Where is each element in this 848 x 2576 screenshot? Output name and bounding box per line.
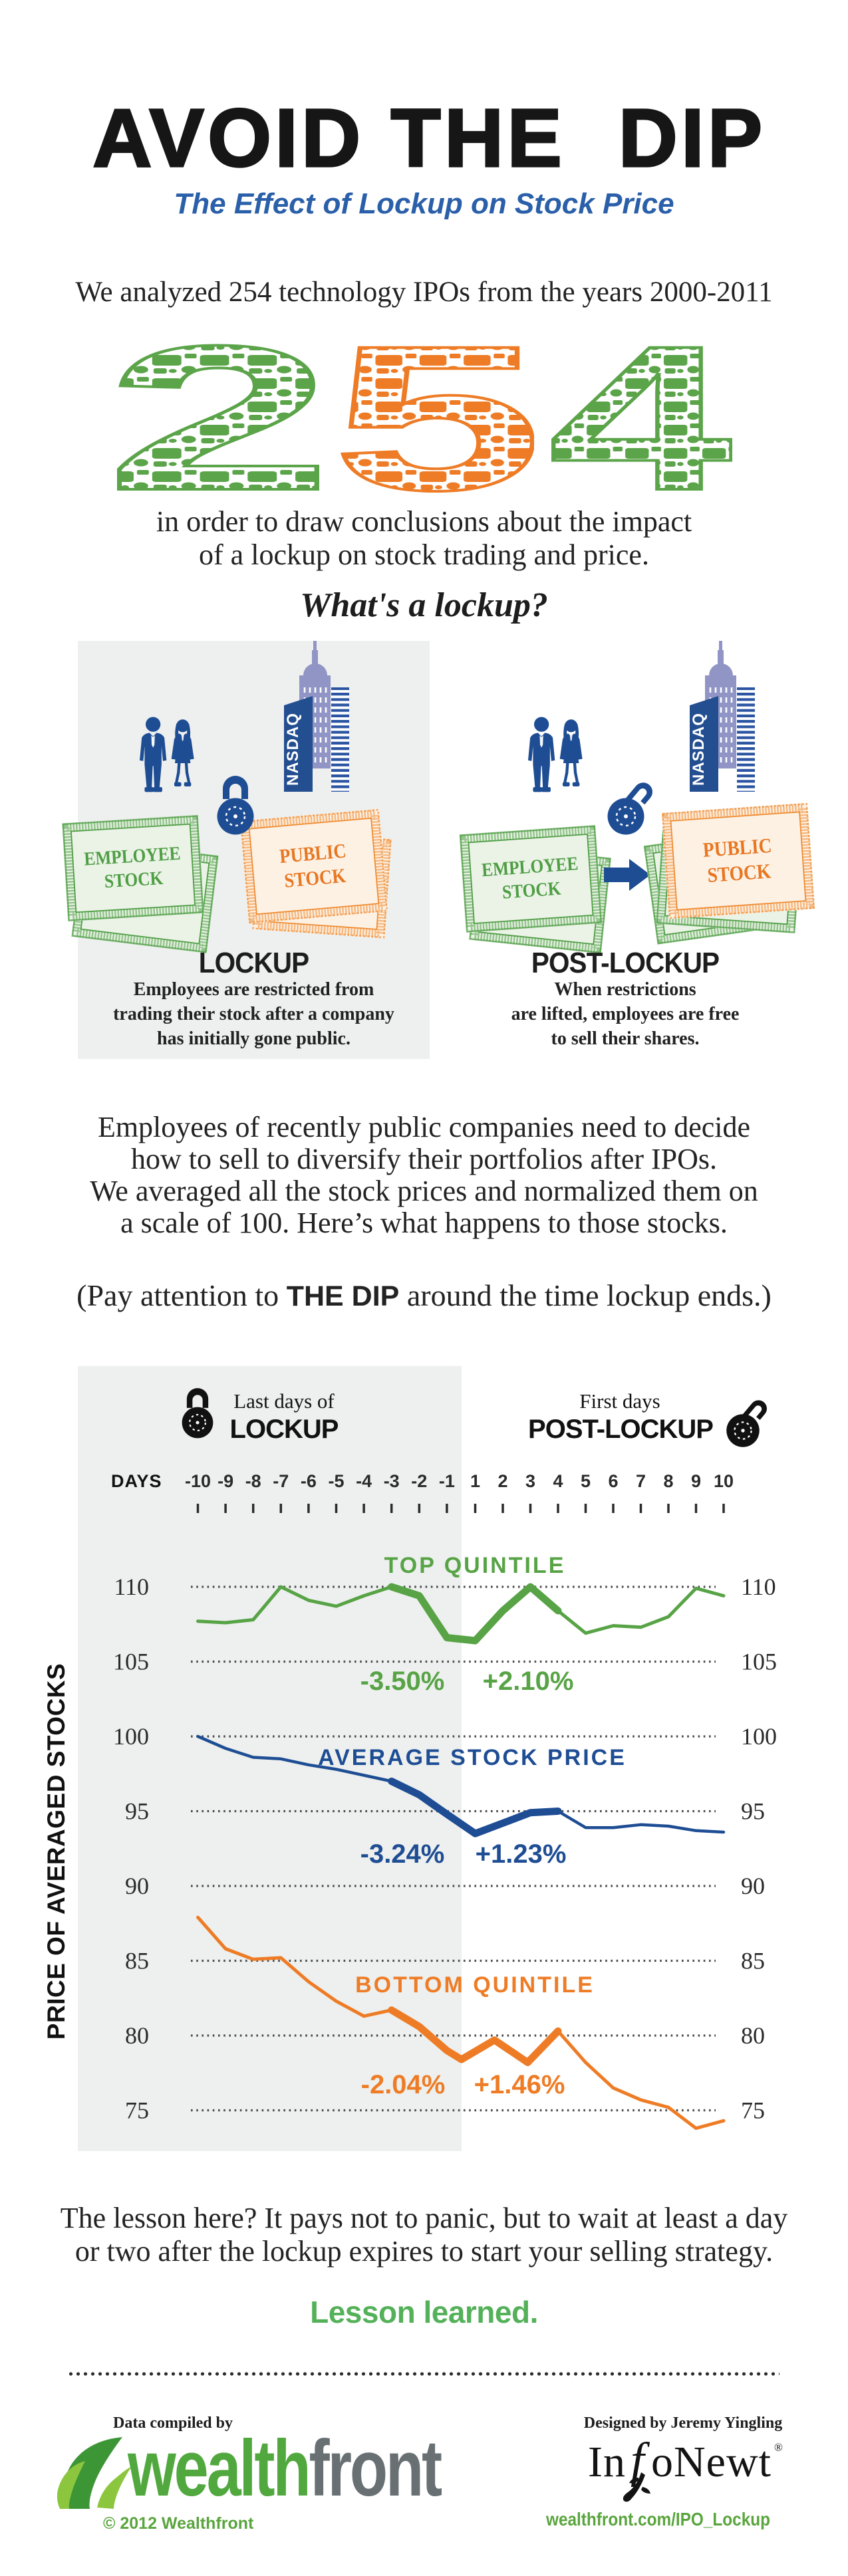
svg-text:+2.10%: +2.10% <box>483 1667 574 1696</box>
svg-text:LOCKUP: LOCKUP <box>230 1415 339 1444</box>
svg-text:First days: First days <box>579 1389 660 1413</box>
svg-text:-1: -1 <box>439 1471 455 1491</box>
svg-text:95: 95 <box>125 1798 149 1825</box>
svg-text:In: In <box>588 2438 626 2486</box>
svg-text:-8: -8 <box>245 1471 261 1491</box>
svg-text:-6: -6 <box>301 1471 317 1491</box>
svg-text:NASDAQ: NASDAQ <box>690 713 708 786</box>
svg-text:-3.24%: -3.24% <box>360 1839 445 1869</box>
svg-text:75: 75 <box>741 2097 765 2124</box>
svg-text:80: 80 <box>125 2022 149 2049</box>
svg-text:-7: -7 <box>273 1471 289 1491</box>
svg-text:oNewt: oNewt <box>651 2438 772 2486</box>
svg-text:3: 3 <box>525 1471 535 1491</box>
svg-text:-9: -9 <box>217 1471 233 1491</box>
svg-text:5: 5 <box>341 330 534 497</box>
svg-text:POST-LOCKUP: POST-LOCKUP <box>528 1415 713 1444</box>
svg-text:105: 105 <box>113 1649 149 1675</box>
svg-text:PUBLICSTOCK: PUBLICSTOCK <box>702 834 774 887</box>
svg-text:+1.46%: +1.46% <box>474 2070 565 2099</box>
svg-text:2: 2 <box>117 330 319 497</box>
svg-text:95: 95 <box>741 1798 765 1825</box>
svg-text:4: 4 <box>551 330 732 497</box>
svg-text:-4: -4 <box>356 1471 372 1491</box>
svg-text:9: 9 <box>691 1471 701 1491</box>
svg-text:4: 4 <box>553 1471 563 1491</box>
svg-text:75: 75 <box>125 2097 149 2124</box>
svg-text:1: 1 <box>470 1471 480 1491</box>
svg-text:100: 100 <box>741 1723 777 1750</box>
svg-text:DAYS: DAYS <box>111 1471 162 1491</box>
svg-text:BOTTOM QUINTILE: BOTTOM QUINTILE <box>355 1972 595 1998</box>
svg-text:AVERAGE STOCK PRICE: AVERAGE STOCK PRICE <box>318 1745 627 1770</box>
svg-text:105: 105 <box>741 1649 777 1675</box>
svg-text:90: 90 <box>125 1873 149 1899</box>
svg-text:85: 85 <box>741 1948 765 1974</box>
svg-text:-5: -5 <box>328 1471 344 1491</box>
svg-text:®: ® <box>774 2441 783 2454</box>
svg-text:85: 85 <box>125 1948 149 1974</box>
svg-text:6: 6 <box>608 1471 618 1491</box>
svg-text:-10: -10 <box>185 1471 211 1491</box>
svg-text:wealthfront: wealthfront <box>127 2433 442 2513</box>
svg-text:-2: -2 <box>411 1471 427 1491</box>
svg-text:NASDAQ: NASDAQ <box>284 713 302 786</box>
svg-text:+1.23%: +1.23% <box>476 1839 567 1869</box>
svg-text:110: 110 <box>741 1574 776 1600</box>
svg-text:80: 80 <box>741 2022 765 2049</box>
svg-text:-3.50%: -3.50% <box>360 1667 445 1696</box>
svg-text:8: 8 <box>663 1471 673 1491</box>
svg-text:Last days of: Last days of <box>233 1389 335 1413</box>
svg-text:TOP QUINTILE: TOP QUINTILE <box>384 1553 566 1578</box>
svg-text:5: 5 <box>581 1471 591 1491</box>
svg-text:-2.04%: -2.04% <box>361 2070 446 2099</box>
svg-text:10: 10 <box>714 1471 734 1491</box>
svg-text:100: 100 <box>113 1723 149 1750</box>
svg-text:PRICE OF AVERAGED STOCKS: PRICE OF AVERAGED STOCKS <box>43 1663 70 2040</box>
svg-text:110: 110 <box>114 1574 149 1600</box>
svg-text:-3: -3 <box>384 1471 400 1491</box>
svg-text:2: 2 <box>497 1471 507 1491</box>
svg-text:90: 90 <box>741 1873 765 1899</box>
svg-text:7: 7 <box>636 1471 646 1491</box>
